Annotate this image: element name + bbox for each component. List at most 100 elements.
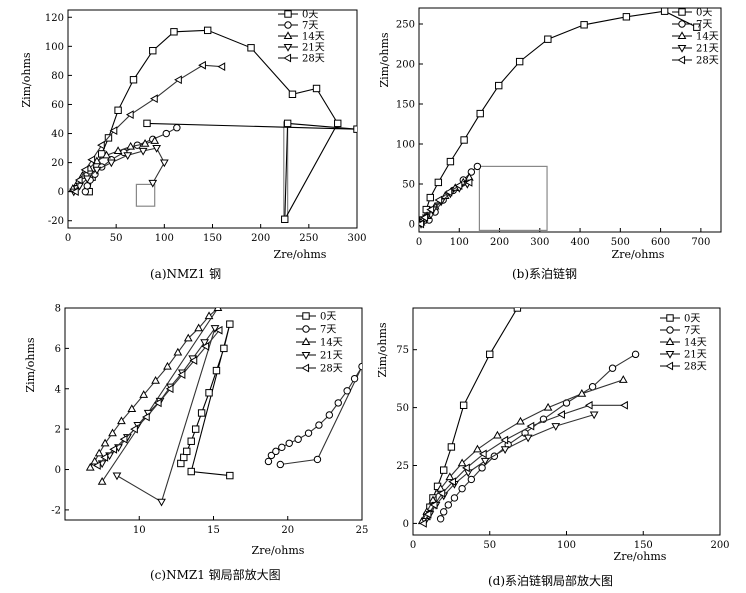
data-point	[429, 500, 438, 510]
data-point	[445, 472, 455, 481]
x-axis-label: Zre/ohms	[612, 248, 665, 261]
x-tick-label: 15	[207, 525, 220, 536]
zoom-region-box	[478, 165, 548, 231]
x-tick-label: 0	[65, 233, 71, 244]
data-point	[97, 140, 105, 150]
data-point	[197, 409, 206, 417]
data-point	[163, 361, 172, 370]
legend-label: 0天	[320, 312, 336, 323]
series-line-4	[73, 147, 165, 193]
data-point	[119, 434, 128, 444]
y-tick-label: -20	[48, 216, 64, 227]
data-point	[462, 463, 470, 473]
data-point	[97, 476, 107, 485]
legend-marker	[283, 31, 293, 40]
x-tick-label: 500	[611, 237, 630, 248]
plot-frame	[64, 307, 363, 521]
x-tick-label: 600	[651, 237, 670, 248]
legend-label: 7天	[320, 325, 336, 336]
series-line-2	[440, 353, 636, 520]
caption-b: (b)系泊链钢	[512, 267, 578, 281]
legend-marker	[301, 351, 311, 360]
data-point	[446, 157, 455, 166]
y-tick-label: 75	[396, 345, 409, 356]
data-point	[108, 428, 117, 437]
x-tick-label: 25	[356, 525, 369, 536]
y-tick-label: 4	[55, 384, 61, 395]
data-point	[440, 508, 448, 516]
data-point	[183, 333, 193, 342]
data-point	[177, 459, 185, 468]
data-point	[100, 438, 110, 447]
data-point	[464, 178, 473, 187]
data-point	[523, 434, 533, 443]
plot-area	[417, 308, 640, 528]
data-point	[189, 356, 198, 365]
x-tick-label: 100	[450, 237, 469, 248]
data-point	[283, 119, 292, 128]
y-tick-label: 80	[51, 71, 64, 82]
chart-panel-2: 0 100 200 300 400 500 600 700 0 50 100 150 200 250 Zre…	[378, 7, 722, 261]
y-tick-label: 0	[58, 187, 64, 198]
data-point	[304, 429, 313, 437]
x-tick-label: 250	[299, 233, 318, 244]
data-point	[460, 136, 468, 144]
data-point	[143, 119, 151, 128]
y-tick-label: 6	[55, 344, 61, 355]
legend-label: 14天	[696, 32, 719, 43]
data-point	[325, 411, 334, 419]
plot-frame	[418, 7, 722, 233]
data-point	[165, 384, 174, 394]
data-point	[434, 178, 443, 187]
data-point	[480, 457, 490, 466]
data-point	[486, 350, 494, 359]
x-tick-label: 0	[416, 237, 422, 248]
legend-marker	[666, 314, 674, 322]
data-point	[191, 425, 200, 433]
y-tick-label: 250	[396, 20, 415, 31]
data-point	[150, 136, 160, 144]
data-point	[140, 139, 150, 147]
data-point	[203, 26, 212, 35]
data-point	[288, 90, 297, 98]
series-line-1	[422, 10, 698, 221]
data-point	[100, 453, 109, 462]
data-point	[220, 344, 228, 353]
data-point	[285, 439, 293, 447]
legend-label: 28天	[684, 362, 707, 373]
legend-label: 21天	[684, 350, 707, 361]
legend-marker	[677, 55, 686, 65]
data-point	[109, 444, 118, 454]
data-point	[423, 509, 432, 519]
y-tick-label: 50	[396, 403, 409, 414]
data-point	[467, 168, 476, 176]
data-point	[358, 362, 362, 371]
y-tick-label: 100	[396, 140, 415, 151]
y-tick-label: 200	[396, 60, 415, 71]
data-point	[123, 152, 133, 161]
x-tick-label: 20	[281, 525, 294, 536]
data-point	[444, 187, 453, 197]
data-point	[102, 150, 111, 159]
data-point	[467, 475, 476, 484]
legend-marker	[283, 53, 292, 63]
data-point	[159, 159, 169, 168]
data-point	[141, 412, 150, 422]
data-point	[217, 62, 226, 72]
data-point	[294, 435, 302, 443]
data-point	[267, 451, 276, 460]
plot-area	[419, 8, 701, 229]
data-point	[526, 421, 535, 431]
data-point	[126, 141, 135, 150]
data-point	[343, 387, 351, 395]
data-point	[444, 501, 453, 509]
x-tick-label: 100	[155, 233, 174, 244]
y-tick-label: 120	[45, 13, 64, 24]
x-tick-label: 700	[691, 237, 710, 248]
x-axis-label: Zre/ohms	[252, 544, 305, 557]
y-tick-label: 100	[45, 42, 64, 53]
legend-marker	[284, 10, 292, 18]
data-point	[620, 400, 628, 410]
legend-marker	[284, 21, 292, 29]
